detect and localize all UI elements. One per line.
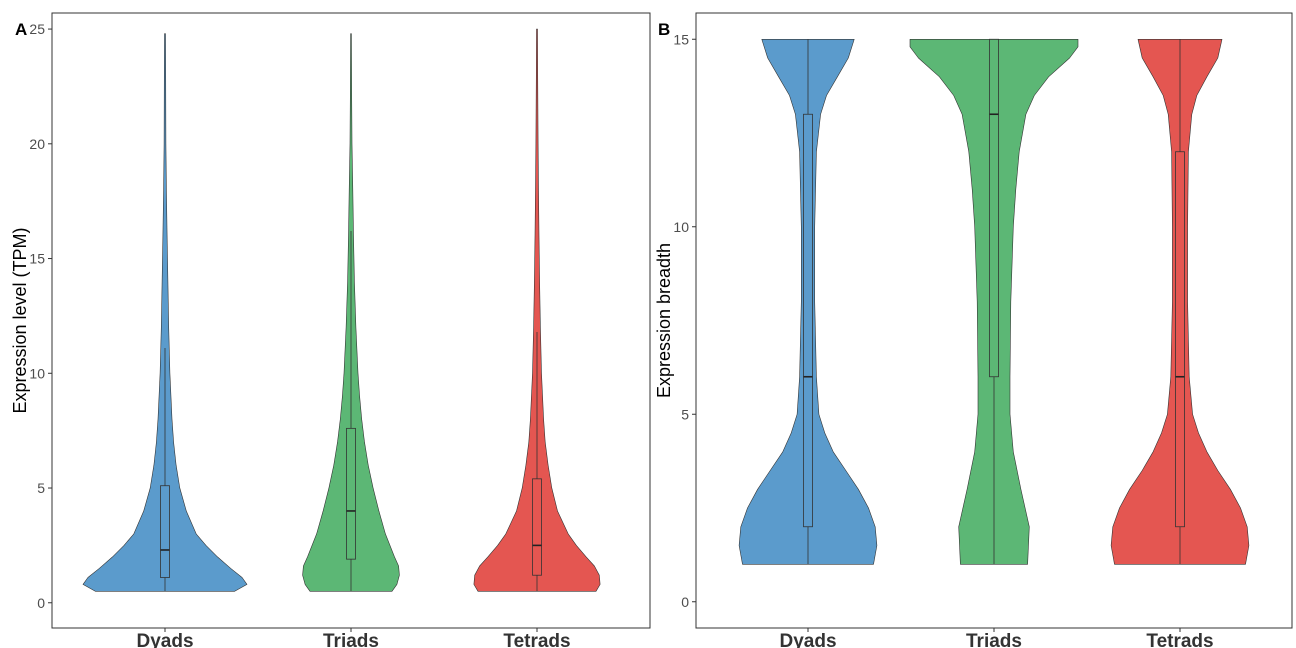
panel-a-violin-dyads: [82, 33, 248, 592]
panel-b-y-tick-label-0: 0: [681, 594, 689, 610]
panel-a-box-tetrads: [532, 478, 542, 576]
panel-b: B 0 5 10 15 Expression breadth Dyads Triads Tetr…: [654, 12, 1293, 648]
panel-a-tag: A: [15, 20, 27, 39]
panel-a-y-axis-title: Expression level (TPM): [10, 227, 30, 413]
panel-b-violin-dyads: [738, 39, 878, 565]
panel-a-y-tick-label-10: 10: [29, 365, 45, 381]
panel-a-y-tick-label-20: 20: [29, 136, 45, 152]
panel-a: A 0 5 10 15 20 25 Expression level (TPM) Dyads Tr…: [10, 12, 651, 648]
panel-a-y-tick-label-25: 25: [29, 21, 45, 37]
panel-b-x-label-triads: Triads: [966, 631, 1022, 648]
panel-b-violin-triads: [909, 39, 1079, 565]
panel-b-y-tick-label-15: 15: [673, 31, 689, 47]
panel-a-y-tick-label-5: 5: [37, 480, 45, 496]
panel-a-violin-tetrads: [473, 28, 601, 592]
panel-b-tag: B: [658, 20, 670, 39]
panel-b-x-label-tetrads: Tetrads: [1146, 631, 1213, 648]
panel-b-y-tick-label-5: 5: [681, 406, 689, 422]
panel-b-box-dyads: [803, 113, 813, 528]
panel-b-y-axis-title: Expression breadth: [654, 243, 674, 398]
panel-a-x-label-tetrads: Tetrads: [503, 631, 570, 648]
panel-a-y-tick-label-15: 15: [29, 251, 45, 267]
panel-b-box-tetrads: [1175, 151, 1185, 528]
panel-a-box-dyads: [160, 485, 170, 578]
panel-a-box-triads: [346, 427, 356, 560]
panel-a-y-tick-label-0: 0: [37, 595, 45, 611]
panel-b-y-tick-label-10: 10: [673, 219, 689, 235]
panel-b-x-label-dyads: Dyads: [779, 631, 836, 648]
panel-a-x-label-dyads: Dyads: [136, 631, 193, 648]
panel-a-x-label-triads: Triads: [323, 631, 379, 648]
panel-b-violin-tetrads: [1110, 39, 1250, 565]
panel-b-box-triads: [989, 38, 999, 378]
